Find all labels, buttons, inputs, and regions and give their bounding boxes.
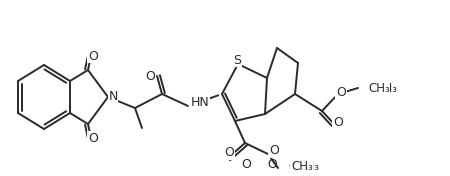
Text: S: S xyxy=(233,54,241,67)
Text: N: N xyxy=(108,90,118,103)
Text: O: O xyxy=(88,131,98,144)
Text: O: O xyxy=(88,49,98,62)
Text: O: O xyxy=(336,86,346,99)
Text: N: N xyxy=(108,90,118,103)
Text: O: O xyxy=(333,115,343,128)
Text: S: S xyxy=(233,54,241,67)
Text: O: O xyxy=(145,71,155,83)
Text: HN: HN xyxy=(191,96,210,108)
Text: O: O xyxy=(333,115,343,128)
Text: O: O xyxy=(336,86,346,99)
Text: OCH₃: OCH₃ xyxy=(288,159,319,172)
Text: O: O xyxy=(224,146,234,159)
Text: HN: HN xyxy=(191,96,210,108)
Text: CH₃: CH₃ xyxy=(291,159,313,172)
Text: O: O xyxy=(88,131,98,144)
Text: OCH₃: OCH₃ xyxy=(366,83,397,96)
Text: O: O xyxy=(88,49,98,62)
Text: O: O xyxy=(269,144,279,158)
Text: O: O xyxy=(224,146,234,159)
Text: O    O: O O xyxy=(242,159,278,171)
Text: O: O xyxy=(145,71,155,83)
Text: O: O xyxy=(269,144,279,158)
Text: CH₃: CH₃ xyxy=(368,81,390,95)
